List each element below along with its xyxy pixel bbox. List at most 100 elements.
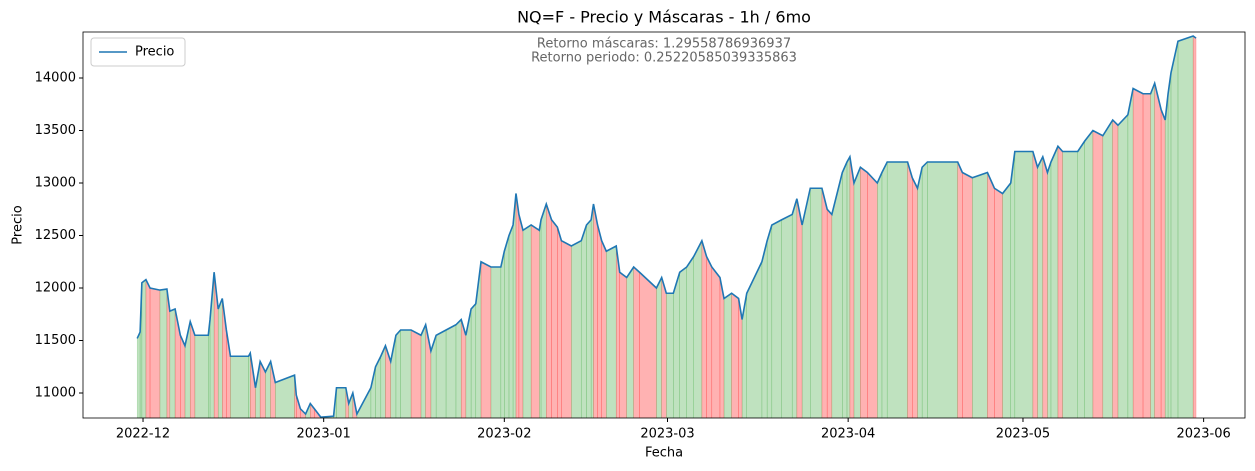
mask-area xyxy=(1037,156,1044,418)
marks xyxy=(136,35,1197,418)
mask-area xyxy=(846,155,851,418)
mask-area xyxy=(711,266,721,418)
mask-area xyxy=(921,161,928,418)
mask-area xyxy=(1010,151,1016,418)
mask-area xyxy=(522,224,532,418)
mask-area xyxy=(1062,151,1079,418)
mask-area xyxy=(1002,182,1011,418)
y-tick-label: 12000 xyxy=(35,281,76,296)
mask-area xyxy=(606,245,617,418)
x-tick-label: 2023-01 xyxy=(297,427,351,442)
x-axis-label: Fecha xyxy=(645,446,683,461)
mask-area xyxy=(1014,151,1034,418)
mask-area xyxy=(410,329,422,418)
mask-area xyxy=(1092,130,1104,418)
mask-area xyxy=(853,167,861,418)
mask-area xyxy=(539,219,542,418)
mask-area xyxy=(217,298,223,418)
mask-area xyxy=(771,219,782,418)
mask-area xyxy=(1112,119,1119,418)
y-tick-label: 11500 xyxy=(35,333,76,348)
mask-area xyxy=(679,266,687,418)
mask-area xyxy=(601,240,607,418)
mask-area xyxy=(136,332,141,418)
mask-area xyxy=(1042,156,1048,418)
mask-area xyxy=(1177,35,1194,418)
mask-area xyxy=(500,251,505,418)
mask-area xyxy=(400,329,412,418)
mask-area xyxy=(530,224,540,418)
mask-area xyxy=(1167,72,1172,418)
mask-area xyxy=(666,293,674,418)
x-tick-label: 2023-04 xyxy=(821,427,875,442)
mask-area xyxy=(230,356,249,418)
mask-area xyxy=(881,161,888,418)
mask-area xyxy=(656,277,662,418)
annotation: Retorno máscaras: 1.29558786936937 xyxy=(537,37,791,52)
mask-area xyxy=(145,279,151,418)
mask-area xyxy=(867,171,878,418)
mask-area xyxy=(1057,145,1063,418)
mask-area xyxy=(385,345,391,418)
mask-area xyxy=(761,240,768,418)
price-line xyxy=(136,35,1197,418)
mask-area xyxy=(826,208,833,418)
mask-area xyxy=(1170,41,1179,418)
mask-area xyxy=(701,240,707,418)
mask-area xyxy=(141,279,147,418)
mask-area xyxy=(860,166,868,418)
chart-title: NQ=F - Precio y Máscaras - 1h / 6mo xyxy=(517,8,811,27)
mask-area xyxy=(445,324,457,418)
mask-area xyxy=(571,240,582,418)
mask-area xyxy=(686,255,694,418)
legend-box xyxy=(90,37,186,67)
mask-area xyxy=(1127,88,1134,418)
plot-area xyxy=(136,35,1197,418)
mask-area xyxy=(1192,35,1197,418)
mask-area xyxy=(849,156,855,418)
mask-area xyxy=(1150,83,1155,418)
mask-area xyxy=(810,187,823,418)
mask-area xyxy=(987,172,995,418)
mask-area xyxy=(490,266,502,418)
mask-area xyxy=(580,224,587,418)
mask-area xyxy=(508,224,514,418)
mask-area xyxy=(159,288,168,418)
mask-area xyxy=(912,177,918,418)
y-tick-label: 11000 xyxy=(35,386,76,401)
mask-area xyxy=(189,321,196,418)
mask-area xyxy=(597,224,602,418)
mask-area xyxy=(796,198,803,418)
mask-area xyxy=(1032,151,1038,418)
mask-area xyxy=(917,167,923,418)
y-axis-label: Precio xyxy=(11,205,26,244)
mask-area xyxy=(962,172,973,418)
mask-area xyxy=(149,287,161,418)
mask-area xyxy=(512,193,517,418)
y-tick-label: 14000 xyxy=(35,70,76,85)
annotation: Retorno periodo: 0.25220585039335863 xyxy=(531,51,797,66)
mask-area xyxy=(877,172,883,418)
mask-area xyxy=(1154,83,1162,418)
x-tick-label: 2023-06 xyxy=(1176,427,1230,442)
mask-area xyxy=(518,214,524,418)
mask-area xyxy=(586,219,592,418)
mask-area xyxy=(1117,114,1129,418)
mask-area xyxy=(842,161,848,418)
x-tick-label: 2023-03 xyxy=(640,427,694,442)
mask-area xyxy=(927,161,958,418)
mask-area xyxy=(781,214,793,418)
mask-area xyxy=(336,387,347,418)
mask-area xyxy=(593,203,598,418)
mask-area xyxy=(821,188,828,418)
mask-area xyxy=(626,266,634,418)
mask-area xyxy=(1050,146,1059,418)
mask-area xyxy=(693,240,703,418)
mask-area xyxy=(180,335,186,418)
mask-area xyxy=(1047,161,1052,418)
mask-area xyxy=(723,292,732,418)
mask-area xyxy=(746,261,763,418)
y-tick-label: 13500 xyxy=(35,123,76,138)
mask-area xyxy=(515,193,520,418)
